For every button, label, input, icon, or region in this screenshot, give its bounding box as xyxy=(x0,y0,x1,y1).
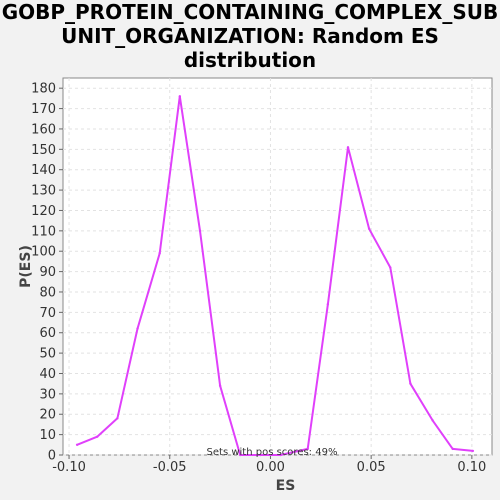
data-point xyxy=(326,303,330,306)
chart-title: GOBP_PROTEIN_CONTAINING_COMPLEX_SUB UNIT… xyxy=(0,0,500,72)
y-axis-label: P(ES) xyxy=(18,245,34,288)
data-point xyxy=(96,435,99,438)
x-tick-label: 0.00 xyxy=(256,460,285,475)
series-line xyxy=(76,95,473,456)
x-axis-label: ES xyxy=(276,478,296,494)
data-point xyxy=(158,252,161,255)
data-point xyxy=(218,384,222,387)
series-layer xyxy=(75,95,475,457)
chart-title-line-3: distribution xyxy=(183,48,317,72)
y-axis-ticks: 0 10 20 30 40 50 60 70 80 90 100 110 120 130 140 150 160… xyxy=(31,82,63,464)
data-point xyxy=(451,447,454,451)
y-tick-label: 30 xyxy=(39,387,56,402)
data-point xyxy=(178,95,182,98)
y-tick-label: 170 xyxy=(31,102,56,117)
data-point xyxy=(306,447,309,451)
y-tick-label: 60 xyxy=(39,326,56,341)
x-tick-label: 0.05 xyxy=(357,460,386,475)
y-tick-label: 180 xyxy=(31,82,56,97)
x-tick-label: -0.05 xyxy=(153,460,187,475)
data-point xyxy=(279,453,282,457)
data-point xyxy=(367,227,371,230)
data-point xyxy=(471,449,475,453)
chart-title-line-1: GOBP_PROTEIN_CONTAINING_COMPLEX_SUB xyxy=(1,0,499,24)
y-tick-label: 70 xyxy=(39,306,56,321)
y-tick-label: 110 xyxy=(31,224,56,239)
data-point xyxy=(431,419,434,422)
pos-scores-annotation: Sets with pos scores: 49% xyxy=(207,447,338,458)
data-point xyxy=(389,266,392,269)
y-tick-label: 10 xyxy=(39,428,56,443)
data-point xyxy=(198,229,202,233)
y-tick-label: 0 xyxy=(48,449,56,464)
x-tick-label: -0.10 xyxy=(52,460,86,475)
y-tick-label: 150 xyxy=(31,143,56,158)
y-tick-label: 20 xyxy=(39,408,56,423)
data-point xyxy=(409,382,412,385)
data-point xyxy=(136,327,139,330)
y-tick-label: 120 xyxy=(31,204,56,219)
x-axis-ticks: -0.10 -0.05 0.00 0.05 0.10 xyxy=(52,455,486,475)
y-tick-label: 140 xyxy=(31,163,56,178)
y-tick-label: 40 xyxy=(39,367,56,382)
grid-lines xyxy=(63,78,492,456)
data-point xyxy=(259,453,262,457)
y-tick-label: 100 xyxy=(31,245,56,260)
x-tick-label: 0.10 xyxy=(457,460,486,475)
y-tick-label: 50 xyxy=(39,347,56,362)
data-point xyxy=(346,146,350,149)
chart-title-line-2: UNIT_ORGANIZATION: Random ES xyxy=(61,24,439,48)
y-tick-label: 130 xyxy=(31,184,56,199)
data-point xyxy=(75,443,79,447)
data-point xyxy=(116,417,119,420)
y-tick-label: 80 xyxy=(39,285,56,300)
y-tick-label: 90 xyxy=(39,265,56,280)
plot-area xyxy=(62,77,493,456)
data-point xyxy=(239,453,242,457)
y-tick-label: 160 xyxy=(31,122,56,137)
